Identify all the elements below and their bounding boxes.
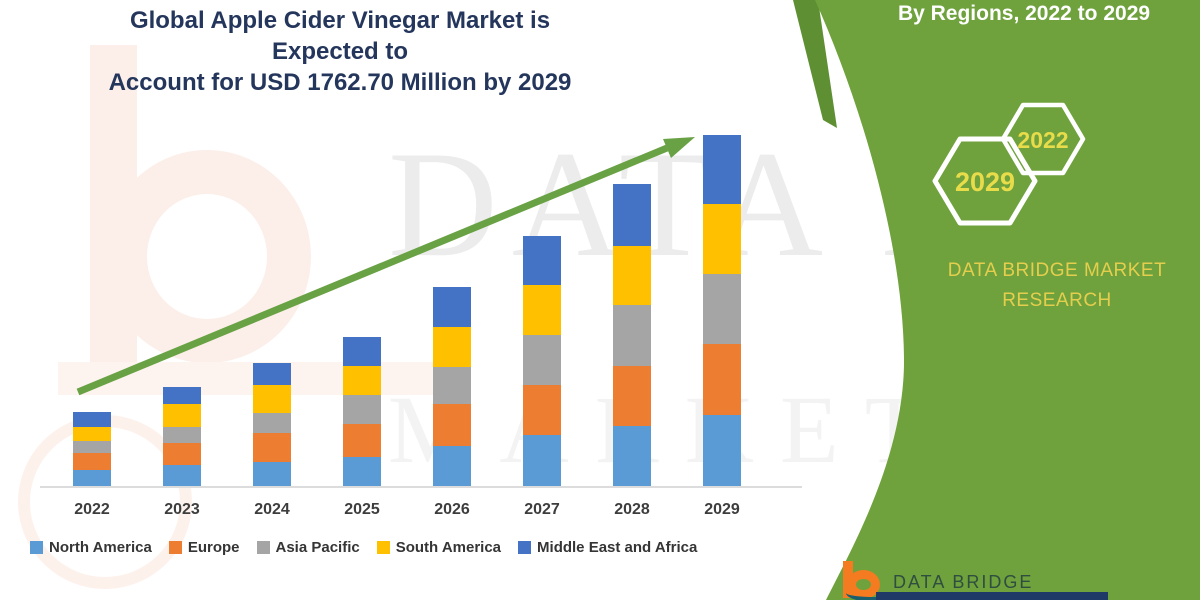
bar-segment-2025-europe <box>343 424 381 457</box>
bar-segment-2025-middle-east-and-africa <box>343 336 381 366</box>
bar-segment-2029-south-america <box>703 203 741 274</box>
panel-brand-text: DATA BRIDGE MARKET RESEARCH <box>927 256 1187 316</box>
legend-item-north-america: North America <box>30 539 152 556</box>
bar-segment-2026-europe <box>433 404 471 447</box>
bar-segment-2022-europe <box>73 453 111 471</box>
bar-segment-2023-europe <box>163 443 201 466</box>
bar-segment-2027-asia-pacific <box>523 335 561 386</box>
legend-label: North America <box>49 539 152 556</box>
bar-segment-2024-middle-east-and-africa <box>253 362 291 386</box>
bar-segment-2024-north-america <box>253 462 291 486</box>
bar-segment-2028-north-america <box>613 426 651 486</box>
legend-item-middle-east-and-africa: Middle East and Africa <box>518 539 697 556</box>
legend-swatch-icon <box>518 541 532 554</box>
bar-segment-2023-south-america <box>163 404 201 428</box>
panel-brand-line1: DATA BRIDGE MARKET <box>947 260 1167 281</box>
bar-segment-2028-south-america <box>613 246 651 306</box>
footer-logo-navy-bar <box>876 592 1108 600</box>
bar-segment-2027-middle-east-and-africa <box>523 236 561 286</box>
legend-label: Asia Pacific <box>275 539 360 556</box>
bar-segment-2024-europe <box>253 433 291 463</box>
bar-segment-2028-asia-pacific <box>613 305 651 367</box>
x-axis-label-2028: 2028 <box>614 501 650 518</box>
bar-segment-2027-south-america <box>523 285 561 336</box>
bar-segment-2029-middle-east-and-africa <box>703 134 741 204</box>
legend-item-asia-pacific: Asia Pacific <box>256 539 360 556</box>
bar-segment-2022-middle-east-and-africa <box>73 412 111 428</box>
bar-segment-2026-middle-east-and-africa <box>433 286 471 328</box>
legend-swatch-icon <box>256 541 270 554</box>
x-axis-label-2023: 2023 <box>164 501 200 518</box>
page-title-line1: Global Apple Cider Vinegar Market is Exp… <box>129 7 551 65</box>
bar-segment-2026-south-america <box>433 327 471 367</box>
hexagon-2022-label: 2022 <box>1017 127 1069 153</box>
bar-segment-2022-south-america <box>73 427 111 442</box>
x-axis-baseline <box>40 486 802 488</box>
bar-segment-2022-asia-pacific <box>73 441 111 454</box>
hexagon-2029-label: 2029 <box>954 167 1016 197</box>
panel-brand-line2: RESEARCH <box>1002 290 1112 311</box>
bar-segment-2028-europe <box>613 366 651 427</box>
x-axis-label-2026: 2026 <box>434 501 470 518</box>
bar-segment-2024-south-america <box>253 385 291 414</box>
bar-segment-2025-asia-pacific <box>343 394 381 425</box>
legend-label: Middle East and Africa <box>537 539 698 556</box>
page-title-line2: Account for USD 1762.70 Million by 2029 <box>108 69 572 96</box>
legend-label: Europe <box>187 539 240 556</box>
legend-label: South America <box>395 539 502 556</box>
legend-swatch-icon <box>168 541 182 554</box>
bar-segment-2023-north-america <box>163 465 201 486</box>
chart-legend: North America Europe Asia Pacific South Ame… <box>30 539 820 556</box>
bar-segment-2029-europe <box>703 344 741 415</box>
x-axis-label-2025: 2025 <box>344 501 380 518</box>
bar-segment-2023-middle-east-and-africa <box>163 387 201 405</box>
x-axis-label-2024: 2024 <box>254 501 290 518</box>
panel-title: By Regions, 2022 to 2029 <box>897 2 1151 25</box>
bar-segment-2029-asia-pacific <box>703 273 741 344</box>
legend-swatch-icon <box>30 541 43 554</box>
bar-segment-2026-asia-pacific <box>433 366 471 405</box>
bar-segment-2026-north-america <box>433 446 471 486</box>
bar-segment-2027-north-america <box>523 435 561 486</box>
bar-segment-2027-europe <box>523 385 561 435</box>
legend-item-europe: Europe <box>168 539 240 556</box>
bar-segment-2025-north-america <box>343 456 381 486</box>
x-axis-label-2022: 2022 <box>74 501 110 518</box>
x-axis-label-2029: 2029 <box>704 501 740 518</box>
bar-segment-2024-asia-pacific <box>253 413 291 434</box>
bar-segment-2029-north-america <box>703 414 741 486</box>
footer-logo-wordmark: DATA BRIDGE <box>893 572 1034 592</box>
x-axis-label-2027: 2027 <box>524 501 560 518</box>
legend-swatch-icon <box>376 541 390 554</box>
page-title: Global Apple Cider Vinegar Market is Exp… <box>80 5 600 98</box>
bar-segment-2022-north-america <box>73 470 111 486</box>
legend-item-south-america: South America <box>376 539 502 556</box>
bar-segment-2028-middle-east-and-africa <box>613 184 651 247</box>
bar-segment-2023-asia-pacific <box>163 427 201 444</box>
bar-segment-2025-south-america <box>343 365 381 395</box>
